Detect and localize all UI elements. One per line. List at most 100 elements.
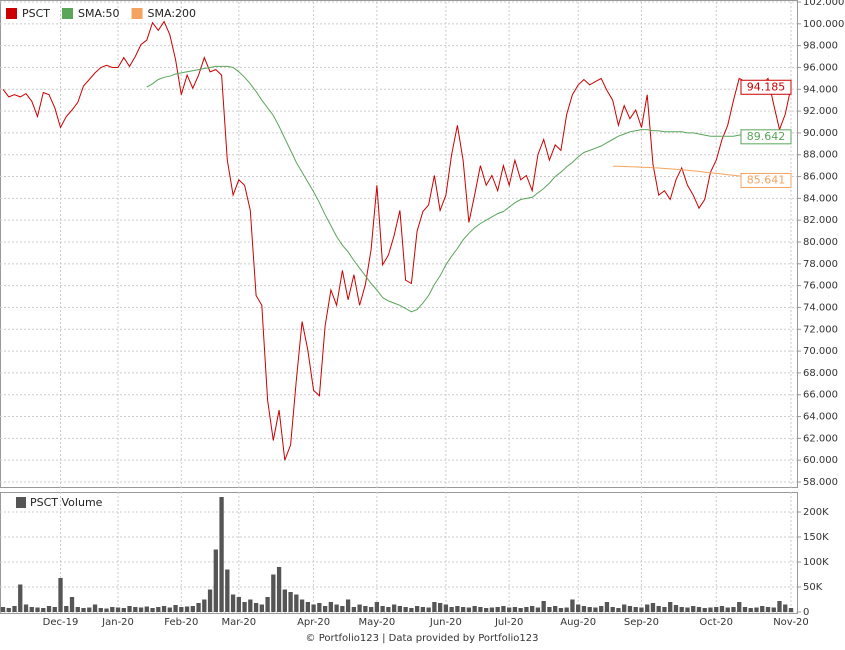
volume-bar <box>788 608 794 612</box>
volume-bar <box>345 599 351 612</box>
y-tick-label: 66.000 <box>803 390 838 401</box>
volume-bar <box>507 607 512 612</box>
y-tick-label: 88.000 <box>803 150 838 161</box>
volume-bar <box>662 607 667 612</box>
volume-bar <box>29 607 34 612</box>
volume-bar <box>207 589 213 612</box>
volume-bar <box>656 606 661 612</box>
volume-bar <box>414 606 420 612</box>
volume-bar <box>23 604 29 612</box>
volume-bar <box>110 607 115 612</box>
volume-bar <box>397 606 403 612</box>
volume-bar <box>685 607 690 612</box>
volume-bar <box>627 606 633 612</box>
volume-bar <box>673 605 679 612</box>
volume-bar <box>679 607 684 612</box>
x-tick-label: May-20 <box>358 617 395 628</box>
y-tick-label: 150K <box>803 532 829 543</box>
volume-bar <box>81 608 86 612</box>
legend-label: PSCT Volume <box>30 496 103 509</box>
y-tick-label: 70.000 <box>803 346 838 357</box>
volume-bar <box>64 606 69 612</box>
volume-bar <box>748 608 753 612</box>
volume-bar <box>576 604 581 612</box>
volume-bar <box>173 605 178 612</box>
volume-frame <box>0 492 798 614</box>
volume-bar <box>299 599 305 612</box>
y-tick-label: 94.000 <box>803 84 838 95</box>
y-tick-label: 50K <box>803 582 823 593</box>
volume-bar <box>98 608 103 612</box>
volume-bar <box>570 599 575 612</box>
volume-bar <box>524 607 529 612</box>
volume-bar <box>495 607 500 612</box>
volume-bar <box>380 606 385 612</box>
volume-bar <box>271 574 276 612</box>
volume-bar <box>248 599 253 612</box>
last-value-label: 85.641 <box>747 173 786 186</box>
y-tick-label: 86.000 <box>803 172 838 183</box>
volume-bar <box>317 603 322 612</box>
volume-bar <box>466 607 472 612</box>
x-tick-label: Oct-20 <box>699 617 733 628</box>
volume-bar <box>294 594 299 612</box>
last-value-label: 94.185 <box>747 80 786 93</box>
y-tick-label: 84.000 <box>803 193 838 204</box>
volume-bar <box>340 606 345 612</box>
y-tick-label: 72.000 <box>803 324 838 335</box>
volume-bar <box>530 606 535 612</box>
volume-bar <box>69 597 75 612</box>
legend-swatch <box>6 8 17 19</box>
volume-bar <box>587 607 592 612</box>
volume-bar <box>46 606 52 612</box>
volume-bar <box>0 607 6 612</box>
y-tick-label: 100.000 <box>803 19 844 30</box>
volume-bar <box>167 607 172 612</box>
volume-bar <box>610 607 615 612</box>
volume-bar <box>449 607 454 612</box>
legend-swatch <box>62 8 74 19</box>
y-tick-label: 90.000 <box>803 128 838 139</box>
volume-bar <box>742 607 748 612</box>
volume-bar <box>691 606 696 612</box>
volume-bar <box>668 602 673 612</box>
volume-bar <box>265 597 270 612</box>
price-frame <box>0 0 798 488</box>
last-value-box <box>740 172 792 188</box>
volume-bar <box>58 578 63 612</box>
volume-bar <box>305 602 311 612</box>
x-tick-label: Jan-20 <box>101 617 134 628</box>
volume-bar <box>616 608 621 612</box>
volume-bar <box>35 607 40 612</box>
volume-bar <box>564 607 569 612</box>
volume-bar <box>489 607 495 612</box>
volume-bar <box>581 606 587 612</box>
volume-bar <box>225 569 230 612</box>
y-tick-label: 92.000 <box>803 106 838 117</box>
volume-bar <box>702 608 707 612</box>
volume-bar <box>455 606 460 612</box>
x-tick-label: Mar-20 <box>222 617 257 628</box>
volume-bar <box>12 606 17 612</box>
volume-bar <box>161 606 167 612</box>
volume-bar <box>196 603 201 612</box>
volume-bar <box>708 607 713 612</box>
volume-bar <box>357 604 362 612</box>
y-tick-label: 64.000 <box>803 412 838 423</box>
last-value-label: 89.642 <box>747 130 786 143</box>
volume-bar <box>737 602 742 612</box>
volume-bar <box>553 606 558 612</box>
y-tick-label: 62.000 <box>803 433 838 444</box>
volume-bar <box>52 607 57 612</box>
legend-swatch <box>131 8 143 19</box>
volume-bar <box>334 604 339 612</box>
volume-bar <box>760 606 765 612</box>
volume-bar <box>409 608 414 612</box>
volume-bar <box>41 608 46 612</box>
y-tick-label: 82.000 <box>803 215 838 226</box>
volume-bar <box>213 549 218 612</box>
volume-bar <box>253 603 259 612</box>
x-tick-label: Apr-20 <box>297 617 330 628</box>
volume-bar <box>771 607 776 612</box>
volume-bar <box>478 607 483 612</box>
